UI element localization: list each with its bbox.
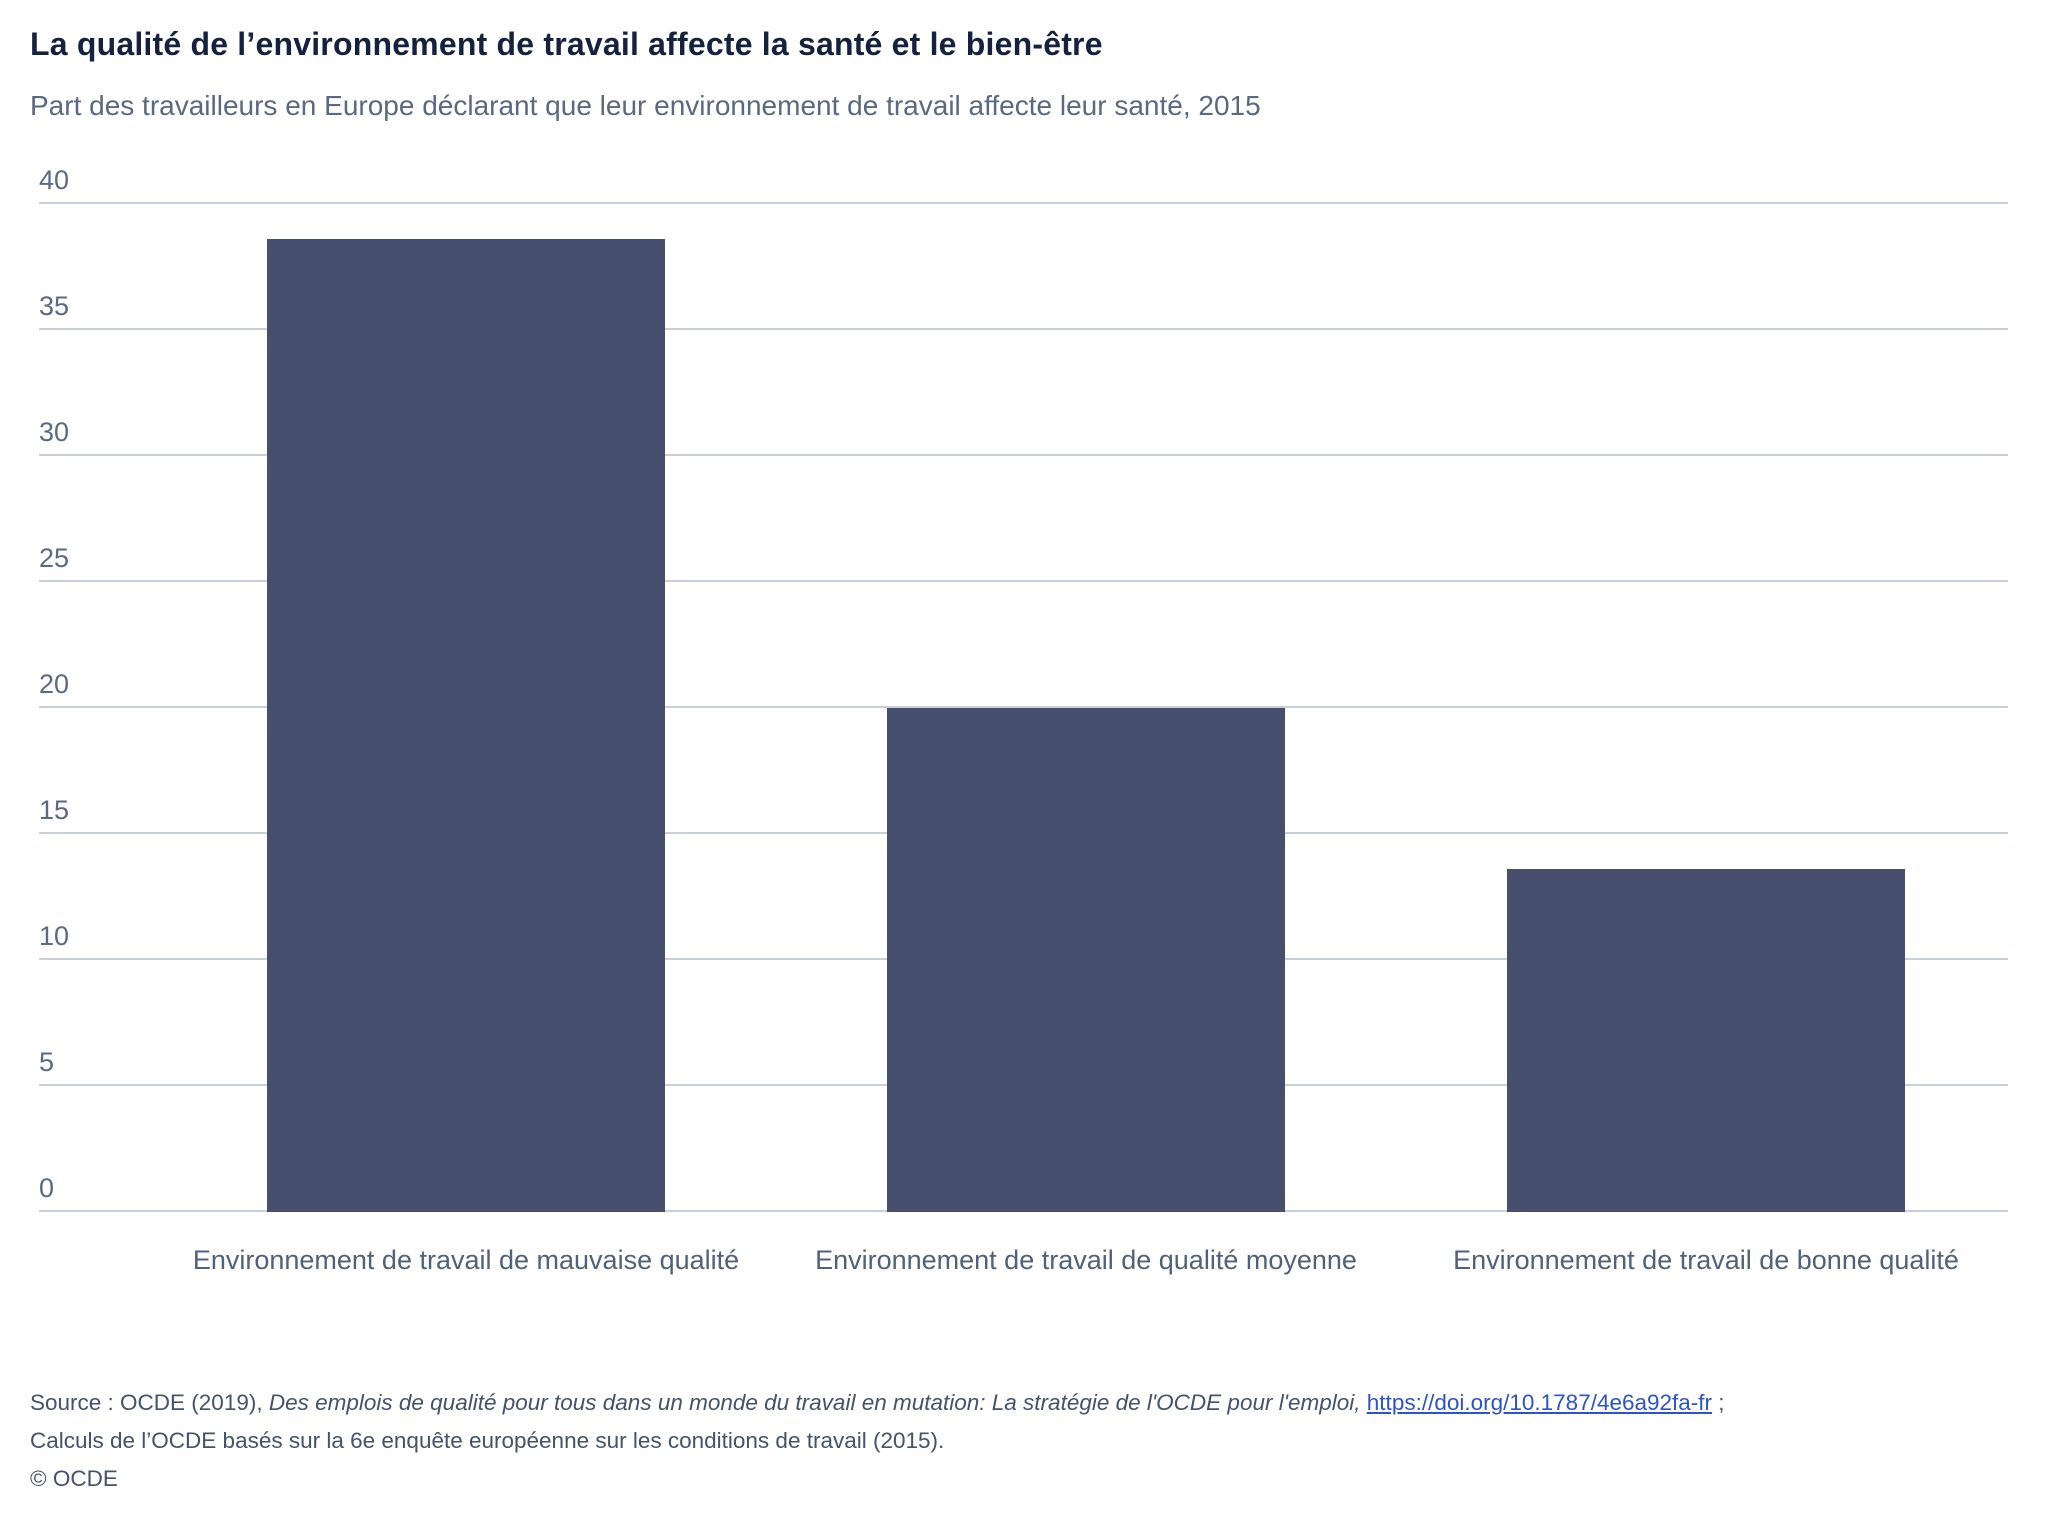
y-gridline <box>39 202 2008 204</box>
source-publication-title: Des emplois de qualité pour tous dans un… <box>268 1390 1367 1415</box>
source-note: Source : OCDE (2019), Des emplois de qua… <box>30 1384 2020 1460</box>
x-axis-label-1: Environnement de travail de mauvaise qua… <box>192 1245 740 1275</box>
y-gridline <box>39 328 2008 330</box>
source-line-1: Source : OCDE (2019), Des emplois de qua… <box>30 1384 2020 1422</box>
bar-1 <box>267 239 665 1212</box>
x-axis-label-2: Environnement de travail de qualité moye… <box>815 1245 1357 1275</box>
source-prefix: Source : OCDE (2019), <box>30 1390 269 1415</box>
chart-subtitle: Part des travailleurs en Europe déclaran… <box>30 90 1261 121</box>
plot-area: 0 5 10 15 20 25 30 35 40 <box>39 167 2008 1212</box>
y-gridline <box>39 580 2008 582</box>
y-tick-label: 15 <box>39 795 70 825</box>
chart-title: La qualité de l’environnement de travail… <box>30 26 1103 62</box>
y-tick-label: 40 <box>39 165 70 195</box>
bar-2 <box>887 708 1285 1212</box>
y-tick-label: 0 <box>39 1173 55 1203</box>
y-tick-label: 35 <box>39 291 70 321</box>
y-tick-label: 30 <box>39 417 70 447</box>
y-gridline <box>39 706 2008 708</box>
bar-3 <box>1507 869 1905 1212</box>
y-tick-label: 5 <box>39 1047 55 1077</box>
y-tick-label: 10 <box>39 921 70 951</box>
y-tick-label: 20 <box>39 669 70 699</box>
doi-link[interactable]: https://doi.org/10.1787/4e6a92fa-fr <box>1366 1390 1713 1415</box>
y-tick-label: 25 <box>39 543 70 573</box>
y-gridline <box>39 454 2008 456</box>
source-suffix: ; <box>1712 1390 1725 1415</box>
copyright-notice: © OCDE <box>30 1466 118 1491</box>
source-line-2: Calculs de l’OCDE basés sur la 6e enquêt… <box>30 1428 945 1453</box>
x-axis-label-3: Environnement de travail de bonne qualit… <box>1453 1245 1959 1275</box>
